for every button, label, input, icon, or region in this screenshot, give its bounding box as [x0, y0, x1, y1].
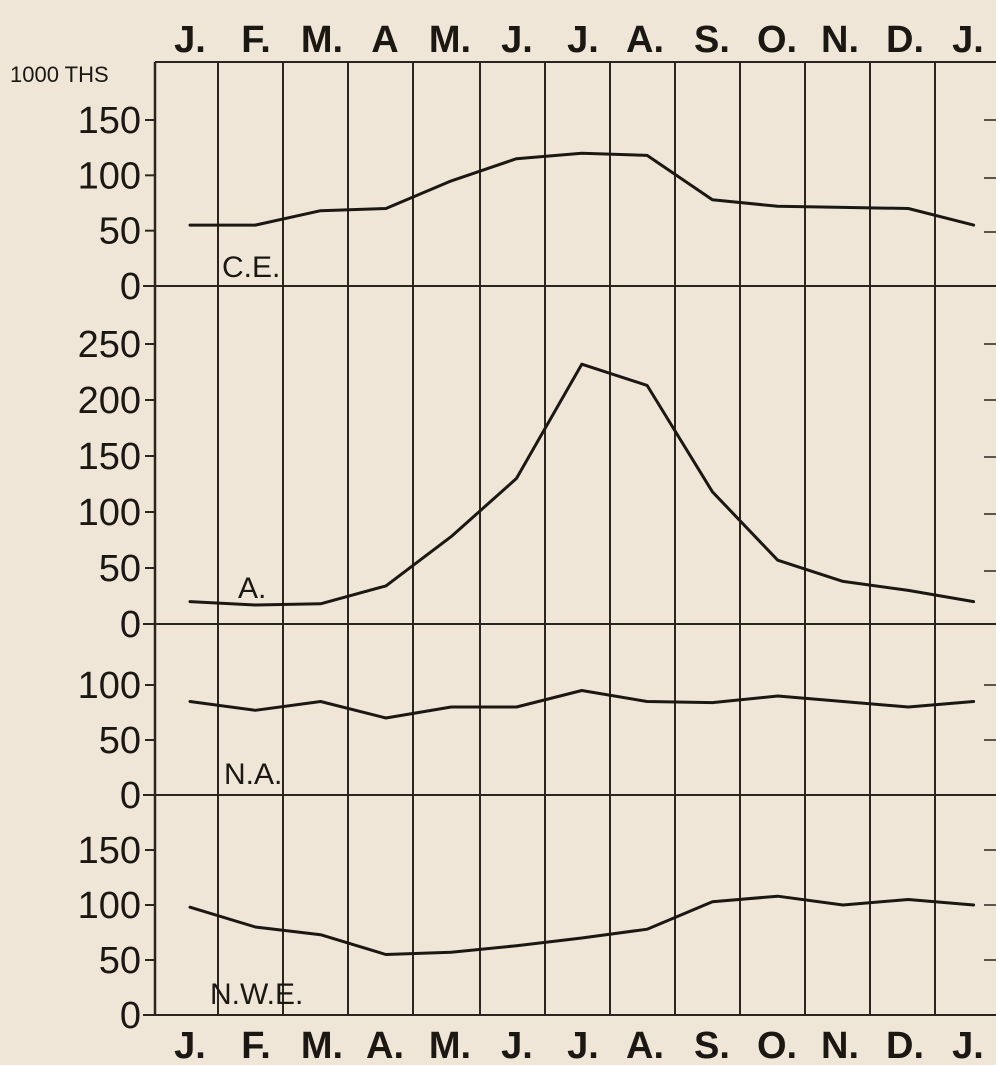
y-tick-label: 0 — [120, 266, 141, 308]
month-label-top: A — [371, 19, 398, 61]
y-tick-label: 150 — [78, 100, 141, 142]
series-line-0 — [188, 151, 976, 227]
y-tick-label: 100 — [78, 665, 141, 707]
month-label-bottom: M. — [301, 1025, 343, 1065]
series-label: A. — [238, 572, 266, 605]
month-label-bottom: D. — [886, 1025, 924, 1065]
month-label-top: M. — [301, 19, 343, 61]
y-tick-label: 100 — [78, 155, 141, 197]
month-label-bottom: A. — [626, 1025, 664, 1065]
y-tick-label: 0 — [120, 604, 141, 646]
month-label-bottom: A. — [366, 1025, 404, 1065]
month-label-top: J. — [174, 19, 206, 61]
month-label-top: J. — [952, 19, 984, 61]
month-label-bottom: O. — [757, 1025, 797, 1065]
month-label-bottom: J. — [567, 1025, 599, 1065]
month-label-top: S. — [694, 19, 730, 61]
y-tick-label: 250 — [78, 324, 141, 366]
month-label-bottom: J. — [501, 1025, 533, 1065]
y-tick-label: 150 — [78, 830, 141, 872]
month-label-top: J. — [567, 19, 599, 61]
month-label-bottom: N. — [821, 1025, 859, 1065]
month-label-top: M. — [429, 19, 471, 61]
y-tick-label: 50 — [99, 720, 141, 762]
y-tick-label: 150 — [78, 436, 141, 478]
y-tick-label: 0 — [120, 995, 141, 1037]
y-tick-label: 50 — [99, 211, 141, 253]
series-label: C.E. — [222, 251, 280, 284]
series-label: N.W.E. — [210, 978, 303, 1011]
month-label-top: F. — [241, 19, 271, 61]
series-line-3 — [188, 894, 976, 956]
y-tick-label: 50 — [99, 548, 141, 590]
y-tick-label: 50 — [99, 940, 141, 982]
series-line-2 — [188, 689, 976, 720]
month-label-bottom: J. — [174, 1025, 206, 1065]
month-label-bottom: F. — [241, 1025, 271, 1065]
y-tick-label: 100 — [78, 492, 141, 534]
month-label-top: N. — [821, 19, 859, 61]
month-label-bottom: J. — [952, 1025, 984, 1065]
unit-label: 1000 THS — [10, 62, 109, 87]
series-label: N.A. — [224, 758, 282, 791]
y-tick-label: 100 — [78, 885, 141, 927]
month-label-top: A. — [626, 19, 664, 61]
month-label-top: D. — [886, 19, 924, 61]
month-label-top: J. — [501, 19, 533, 61]
month-label-bottom: M. — [429, 1025, 471, 1065]
month-label-top: O. — [757, 19, 797, 61]
y-tick-label: 0 — [120, 775, 141, 817]
month-label-bottom: S. — [694, 1025, 730, 1065]
series-line-1 — [188, 362, 976, 607]
y-tick-label: 200 — [78, 380, 141, 422]
